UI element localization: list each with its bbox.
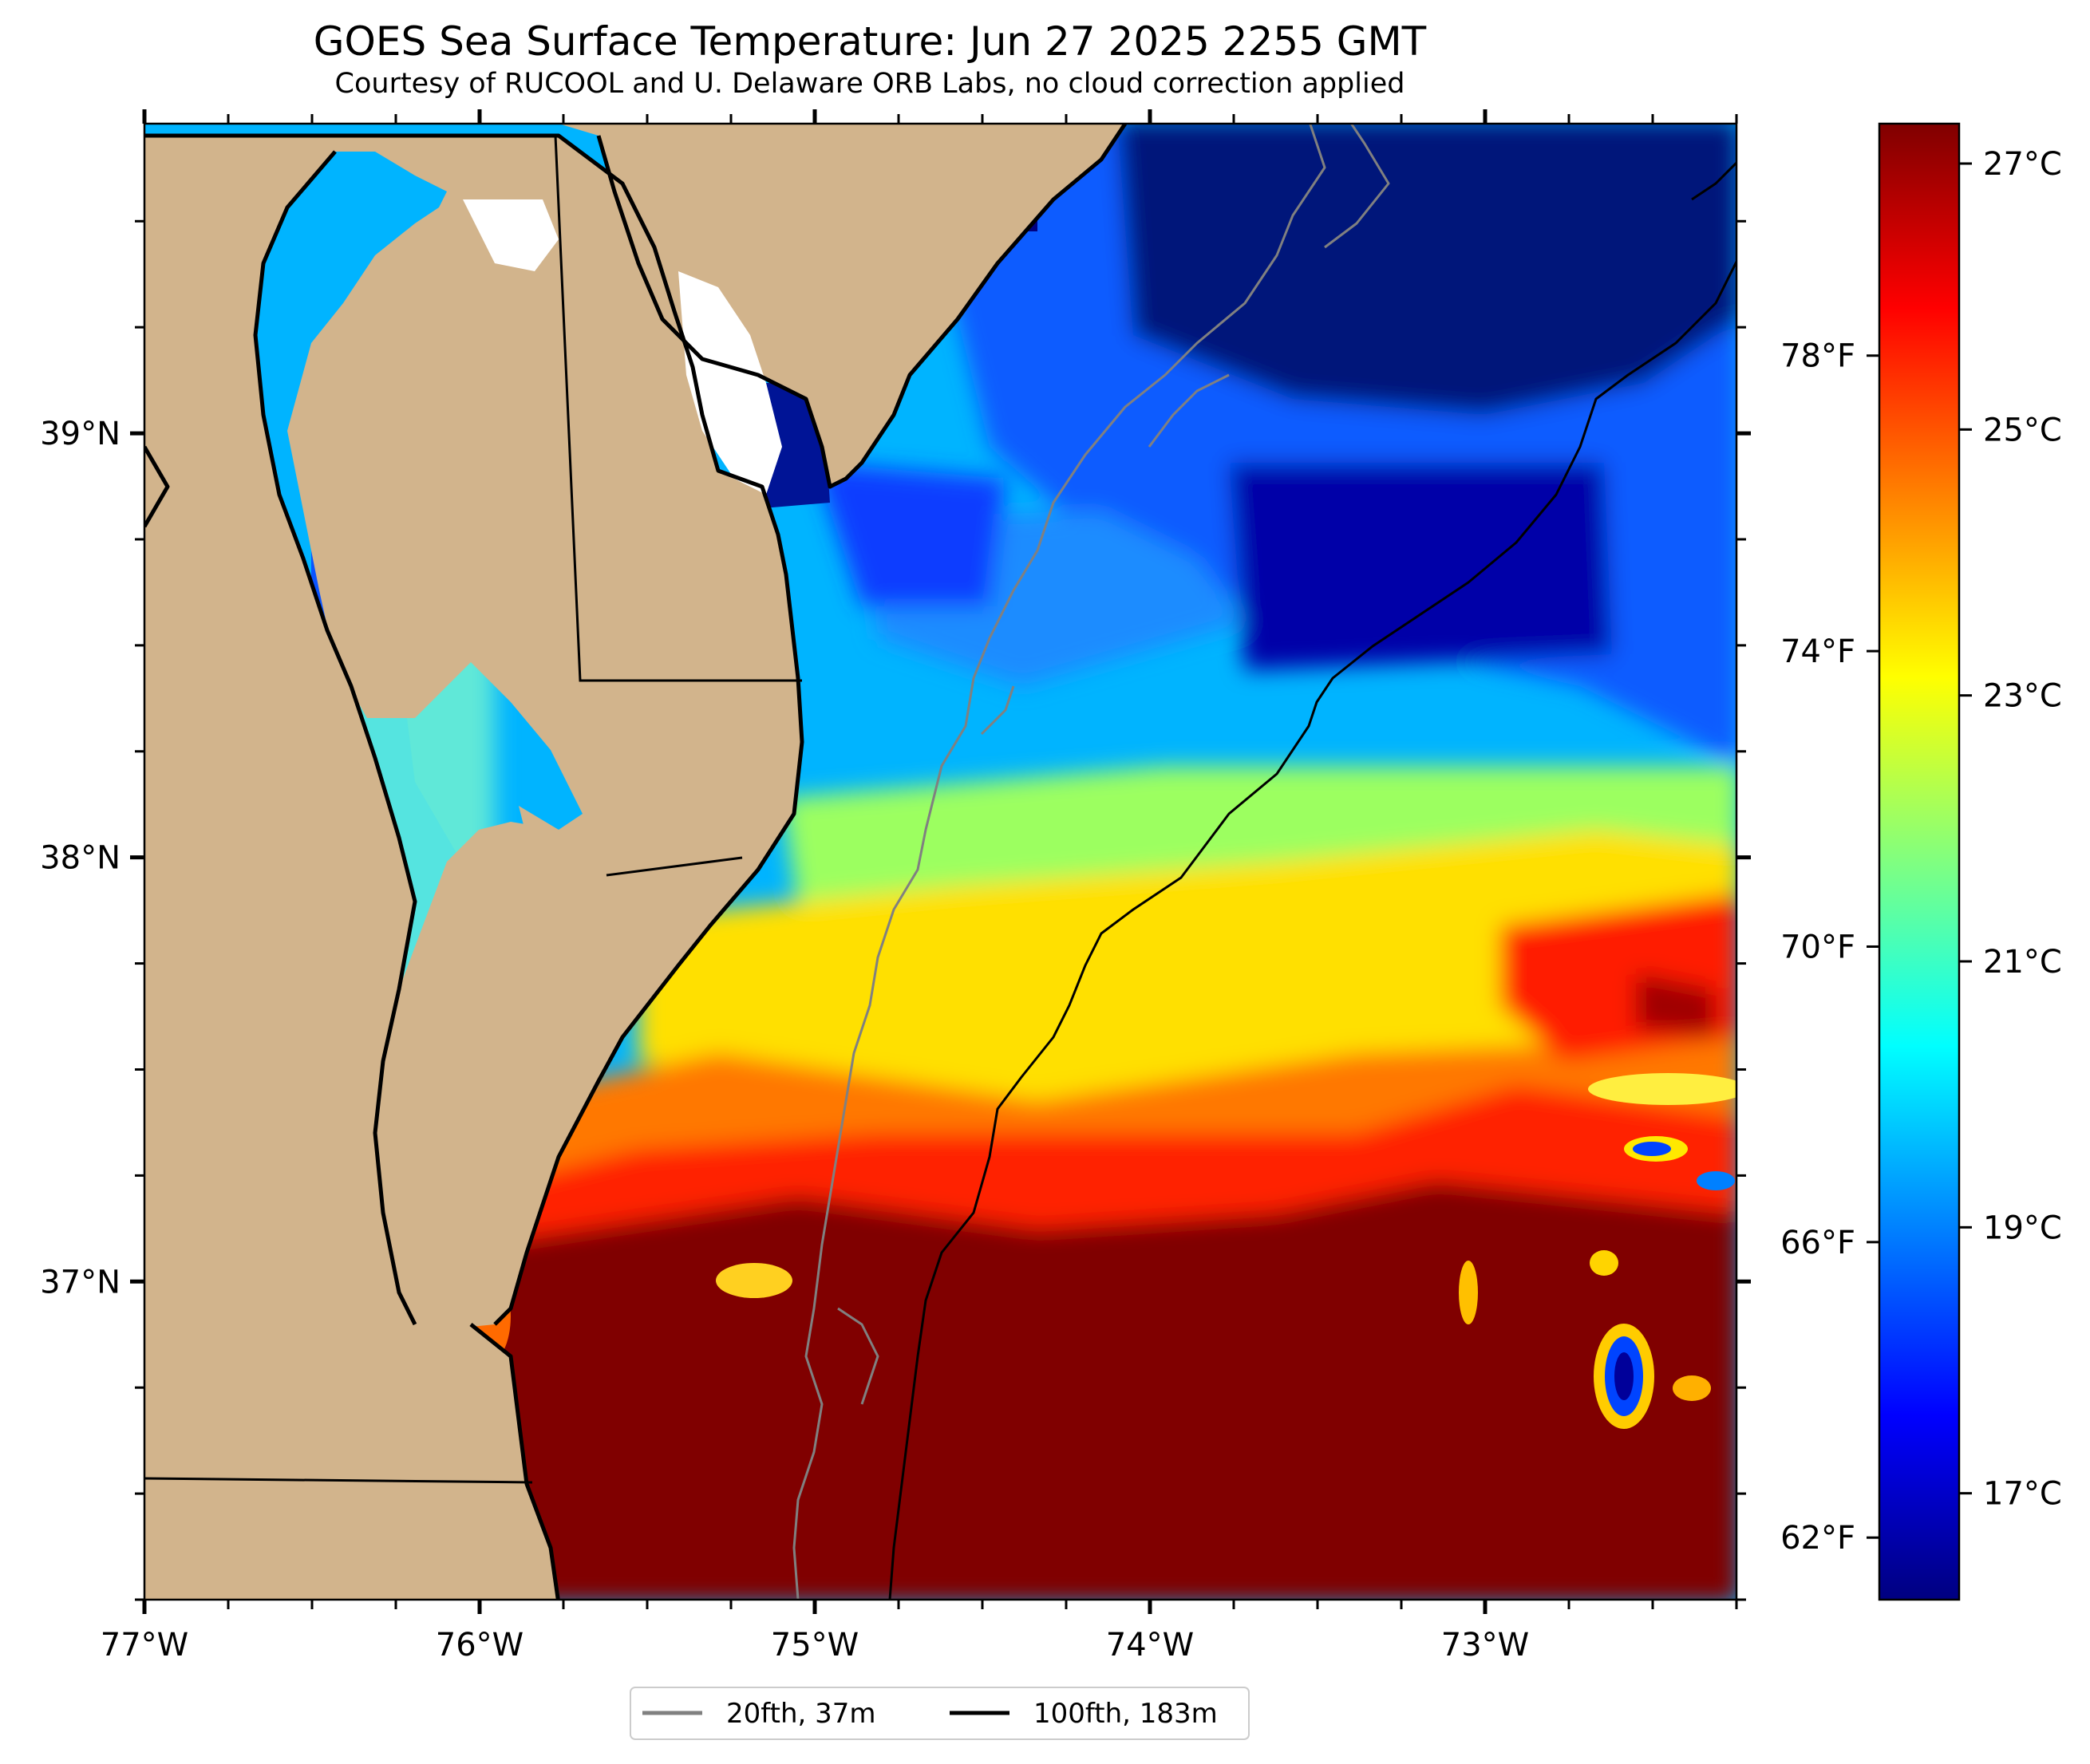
latitude-label: 37°N	[40, 1264, 121, 1300]
isobath-20fth	[792, 124, 1390, 1600]
peninsula-land	[519, 806, 606, 949]
coastline	[144, 124, 1128, 1600]
new-jersey-land	[559, 124, 1125, 487]
map-title: GOES Sea Surface Temperature: Jun 27 202…	[313, 18, 1427, 65]
legend-20fth-label: 20fth, 37m	[726, 1698, 876, 1730]
longitude-label: 73°W	[1441, 1627, 1529, 1663]
colorbar: 17°C 19°C 21°C 23°C 25°C 27°C 62°F 66°F 70°F 74°…	[1780, 122, 2062, 1601]
celsius-label: 25°C	[1983, 412, 2062, 448]
longitude-label: 74°W	[1106, 1627, 1194, 1663]
fahrenheit-ticks	[1867, 354, 1879, 1539]
celsius-label: 19°C	[1983, 1210, 2062, 1246]
major-ticks	[130, 109, 1751, 1614]
no-data-bay-upper	[463, 199, 559, 271]
sst-map	[144, 124, 1736, 1600]
fahrenheit-label: 78°F	[1780, 338, 1855, 375]
legend-box	[630, 1687, 1250, 1740]
southern-land	[144, 1324, 559, 1600]
longitude-labels: 77°W 76°W 75°W 74°W 73°W	[101, 1627, 1529, 1663]
fahrenheit-label: 74°F	[1780, 633, 1855, 670]
map-frame	[143, 122, 1738, 1601]
celsius-labels: 17°C 19°C 21°C 23°C 25°C 27°C	[1983, 146, 2062, 1513]
state-boundaries	[144, 135, 802, 1484]
fahrenheit-labels: 62°F 66°F 70°F 74°F 78°F	[1780, 338, 1855, 1557]
fahrenheit-label: 70°F	[1780, 929, 1855, 965]
celsius-ticks	[1959, 162, 1972, 1495]
legend: 20fth, 37m 100fth, 183m	[630, 1687, 1250, 1740]
longitude-label: 77°W	[101, 1627, 188, 1663]
celsius-label: 21°C	[1983, 944, 2062, 981]
celsius-label: 17°C	[1983, 1476, 2062, 1513]
latitude-label: 39°N	[40, 416, 121, 452]
longitude-label: 75°W	[771, 1627, 859, 1663]
celsius-label: 27°C	[1983, 146, 2062, 183]
colorbar-gradient	[1878, 122, 1961, 1601]
virginia-land	[144, 152, 415, 1324]
legend-100fth-label: 100fth, 183m	[1033, 1698, 1218, 1730]
map-subtitle: Courtesy of RUCOOL and U. Delaware ORB L…	[334, 68, 1405, 100]
fahrenheit-label: 62°F	[1780, 1520, 1855, 1557]
land	[144, 124, 1125, 1600]
celsius-label: 23°C	[1983, 678, 2062, 715]
fahrenheit-label: 66°F	[1780, 1225, 1855, 1261]
longitude-label: 76°W	[436, 1627, 523, 1663]
delmarva-land	[144, 136, 802, 1328]
isobath-100fth	[888, 160, 1736, 1600]
no-data-delaware-bay	[678, 271, 782, 495]
latitude-labels: 39°N 38°N 37°N	[40, 416, 121, 1300]
latitude-label: 38°N	[40, 840, 121, 877]
